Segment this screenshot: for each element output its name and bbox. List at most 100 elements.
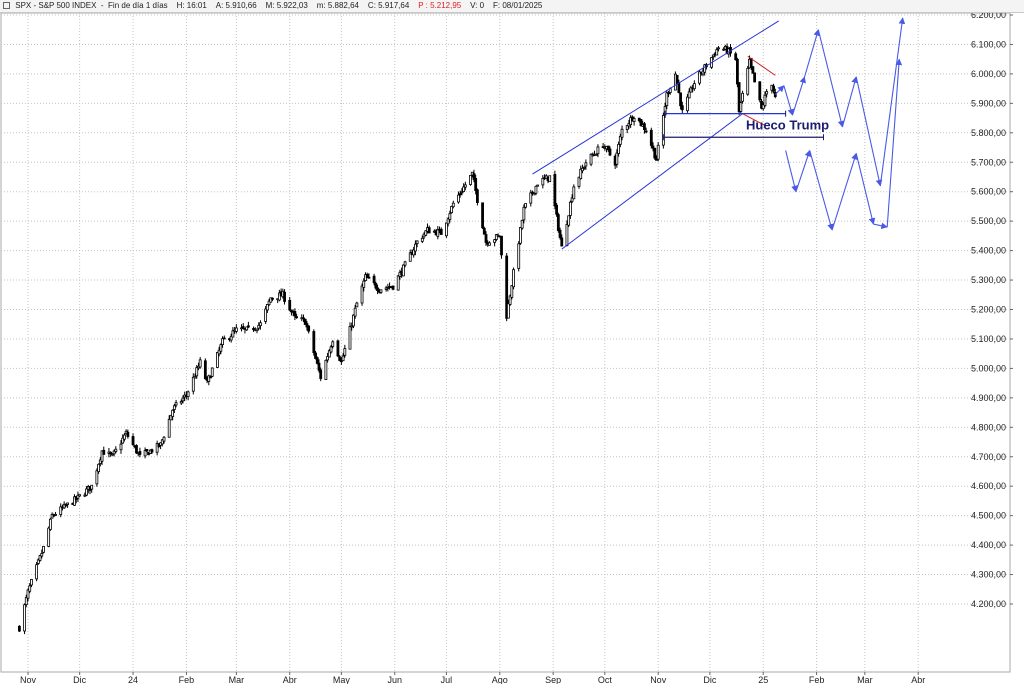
header-volume: V: 0 — [470, 1, 485, 10]
candle-body — [677, 82, 681, 93]
chart-window-icon[interactable] — [3, 2, 10, 9]
candle-body — [90, 484, 94, 490]
candle-body — [326, 356, 330, 361]
candle-body — [482, 227, 486, 235]
candle-body — [450, 206, 453, 214]
candle-body — [529, 192, 533, 204]
candle-body — [608, 148, 612, 156]
projection-upper-segment — [791, 76, 806, 116]
candle-body — [474, 178, 478, 192]
candle-body — [758, 81, 762, 101]
candle-body — [259, 322, 262, 327]
candle-body — [265, 304, 269, 311]
candle-body — [451, 202, 455, 208]
candle-body — [312, 331, 316, 354]
candle-body — [679, 92, 682, 107]
candle-body — [457, 194, 460, 203]
candle-body — [85, 488, 88, 496]
y-tick-label: 5.600,00 — [971, 187, 1006, 197]
candle-body — [412, 249, 416, 256]
candle-body — [221, 338, 224, 345]
x-tick-label: Abr — [283, 675, 297, 684]
candle-body — [162, 436, 166, 442]
candle-body — [331, 341, 335, 347]
candle-body — [680, 105, 684, 111]
candle-body — [295, 316, 299, 319]
x-tick-label: Mar — [857, 675, 873, 684]
projection-lower-segment — [795, 149, 811, 192]
candle-body — [639, 119, 643, 126]
candle-body — [460, 191, 464, 194]
candle-body — [665, 92, 669, 107]
candle-body — [424, 230, 428, 236]
candle-body — [343, 348, 347, 356]
candle-body — [651, 145, 655, 149]
candle-body — [445, 222, 448, 237]
projection-lower-segment — [809, 150, 834, 231]
projection-lower-segment — [886, 58, 903, 228]
candle-body — [420, 237, 424, 242]
plot-frame — [0, 13, 1011, 673]
candle-body — [303, 318, 307, 325]
candle-body — [203, 360, 207, 380]
candle-body — [656, 144, 660, 160]
spx-candlestick-chart[interactable]: Hueco Trump 4.200,00 4.300,00 4.400,00 4.50… — [0, 13, 1024, 684]
x-tick-label: Abr — [911, 675, 925, 684]
candle-body — [210, 367, 214, 377]
candle-body — [520, 219, 524, 229]
header-max: M: 5.922,03 — [265, 1, 308, 10]
candle-body — [653, 147, 657, 159]
candle-body — [556, 214, 560, 231]
candle-body — [131, 436, 135, 445]
candle-body — [26, 589, 30, 599]
candle-body — [594, 153, 598, 156]
candle-body — [48, 518, 52, 530]
candle-body — [319, 369, 323, 379]
candle-body — [736, 58, 739, 85]
candle-body — [229, 335, 233, 341]
x-tick-label: 24 — [128, 675, 138, 684]
candle-body — [579, 168, 583, 180]
projection-upper-segment — [774, 85, 785, 95]
candle-body — [379, 289, 383, 293]
candle-body — [396, 275, 400, 291]
candle-body — [408, 252, 412, 262]
candle-body — [567, 215, 571, 226]
header-symbol: SPX - S&P 500 INDEX — [15, 1, 97, 10]
wedge-upper-line — [747, 55, 776, 76]
candle-body — [193, 376, 197, 379]
candle-body — [155, 443, 159, 453]
candle-body — [66, 502, 70, 505]
candle-body — [415, 240, 419, 244]
candle-body — [264, 308, 268, 322]
candle-body — [181, 397, 185, 402]
candle-body — [439, 228, 443, 235]
x-tick-label: Feb — [809, 675, 825, 684]
projection-upper-segment — [804, 29, 820, 77]
candle-body — [698, 71, 701, 84]
candle-body — [350, 325, 354, 328]
candle-body — [462, 186, 466, 192]
grid-layer — [0, 13, 1011, 673]
candle-body — [427, 227, 431, 234]
candle-body — [481, 202, 484, 229]
candle-body — [596, 146, 600, 155]
candle-body — [555, 204, 559, 215]
candle-body — [572, 186, 576, 200]
candle-body — [414, 243, 417, 252]
x-tick-label: May — [333, 675, 351, 684]
candle-body — [255, 328, 259, 332]
y-tick-label: 5.300,00 — [971, 275, 1006, 285]
candle-body — [171, 409, 175, 417]
x-tick-label: 25 — [758, 675, 768, 684]
candle-body — [195, 367, 199, 377]
channel-upper-line — [532, 20, 779, 175]
candle-body — [174, 402, 178, 406]
x-tick-label: Oct — [598, 675, 613, 684]
candle-body — [517, 243, 521, 269]
candle-body — [739, 102, 743, 112]
candle-body — [534, 185, 538, 194]
candle-body — [305, 323, 309, 328]
y-tick-label: 5.400,00 — [971, 246, 1006, 256]
candle-body — [715, 49, 719, 56]
